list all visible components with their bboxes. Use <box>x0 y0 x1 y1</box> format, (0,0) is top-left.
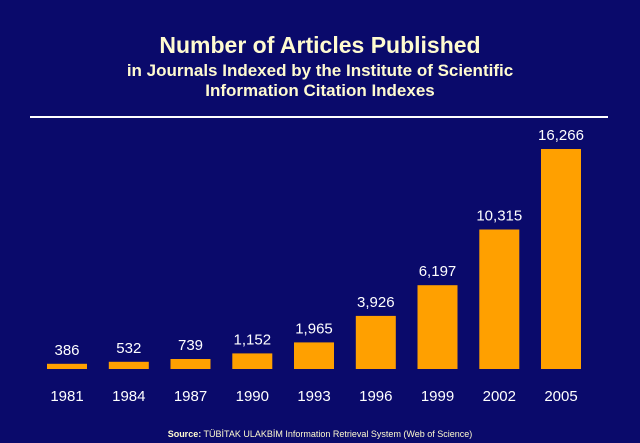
value-label-1993: 1,965 <box>295 320 333 337</box>
source-text: TÜBİTAK ULAKBİM Information Retrieval Sy… <box>203 429 473 439</box>
x-tick-label-2005: 2005 <box>544 388 577 405</box>
bar-1981 <box>47 363 87 369</box>
bar-1999 <box>417 285 458 369</box>
x-tick-label-1990: 1990 <box>236 388 269 405</box>
value-label-2002: 10,315 <box>476 208 522 225</box>
bar-1996 <box>355 315 396 369</box>
x-tick-label-1999: 1999 <box>421 388 454 405</box>
bar-2002 <box>479 229 520 369</box>
value-label-1987: 739 <box>178 337 203 354</box>
chart-title: Number of Articles Published <box>159 32 481 58</box>
value-label-2005: 16,266 <box>538 127 584 144</box>
bar-1987 <box>170 359 211 369</box>
value-label-1990: 1,152 <box>234 331 272 348</box>
value-label-1996: 3,926 <box>357 294 395 311</box>
chart-subtitle-line-2: Information Citation Indexes <box>205 81 435 100</box>
title-divider <box>30 116 608 118</box>
bar-1990 <box>232 353 273 369</box>
bar-1984 <box>108 361 149 369</box>
chart-subtitle-line-1: in Journals Indexed by the Institute of … <box>126 61 514 80</box>
x-tick-label-2002: 2002 <box>483 388 516 405</box>
value-label-1984: 532 <box>116 340 141 357</box>
value-label-1981: 386 <box>54 342 79 359</box>
bar-1993 <box>294 342 334 369</box>
source-note: Source: TÜBİTAK ULAKBİM Information Retr… <box>0 429 640 439</box>
source-label: Source: <box>167 429 202 439</box>
x-tick-label-1981: 1981 <box>50 388 83 405</box>
value-label-1999: 6,197 <box>419 263 457 280</box>
x-tick-label-1984: 1984 <box>112 388 145 405</box>
x-tick-label-1996: 1996 <box>359 388 392 405</box>
bar-2005 <box>541 149 581 369</box>
x-tick-label-1993: 1993 <box>297 388 330 405</box>
x-tick-label-1987: 1987 <box>174 388 207 405</box>
